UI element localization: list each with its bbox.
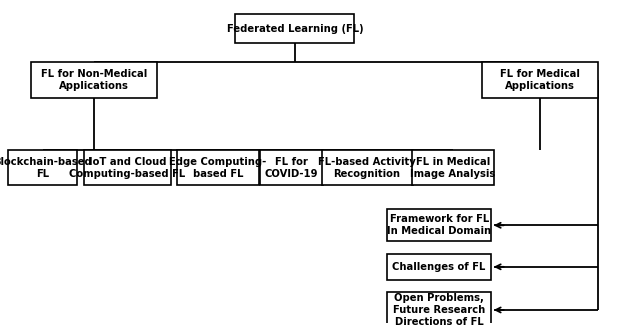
FancyBboxPatch shape xyxy=(8,150,77,185)
FancyBboxPatch shape xyxy=(412,150,493,185)
FancyBboxPatch shape xyxy=(260,150,323,185)
FancyBboxPatch shape xyxy=(84,150,172,185)
FancyBboxPatch shape xyxy=(387,254,491,280)
Text: Blockchain-based
FL: Blockchain-based FL xyxy=(0,157,92,179)
FancyBboxPatch shape xyxy=(481,62,598,97)
Text: Open Problems,
Future Research
Directions of FL: Open Problems, Future Research Direction… xyxy=(393,293,485,326)
Text: Federated Learning (FL): Federated Learning (FL) xyxy=(227,24,364,34)
FancyBboxPatch shape xyxy=(387,292,491,326)
Text: Edge Computing-
based FL: Edge Computing- based FL xyxy=(169,157,266,179)
Text: FL in Medical
Image Analysis: FL in Medical Image Analysis xyxy=(410,157,495,179)
FancyBboxPatch shape xyxy=(31,62,157,97)
Text: FL for Non-Medical
Applications: FL for Non-Medical Applications xyxy=(41,69,147,91)
Text: FL for
COVID-19: FL for COVID-19 xyxy=(264,157,318,179)
FancyBboxPatch shape xyxy=(236,14,355,43)
FancyBboxPatch shape xyxy=(177,150,259,185)
Text: Challenges of FL: Challenges of FL xyxy=(392,262,486,272)
Text: FL for Medical
Applications: FL for Medical Applications xyxy=(500,69,579,91)
FancyBboxPatch shape xyxy=(387,209,491,241)
FancyBboxPatch shape xyxy=(321,150,413,185)
Text: FL-based Activity
Recognition: FL-based Activity Recognition xyxy=(318,157,416,179)
Text: IoT and Cloud
Computing-based FL: IoT and Cloud Computing-based FL xyxy=(69,157,186,179)
Text: Framework for FL
In Medical Domain: Framework for FL In Medical Domain xyxy=(387,215,492,236)
